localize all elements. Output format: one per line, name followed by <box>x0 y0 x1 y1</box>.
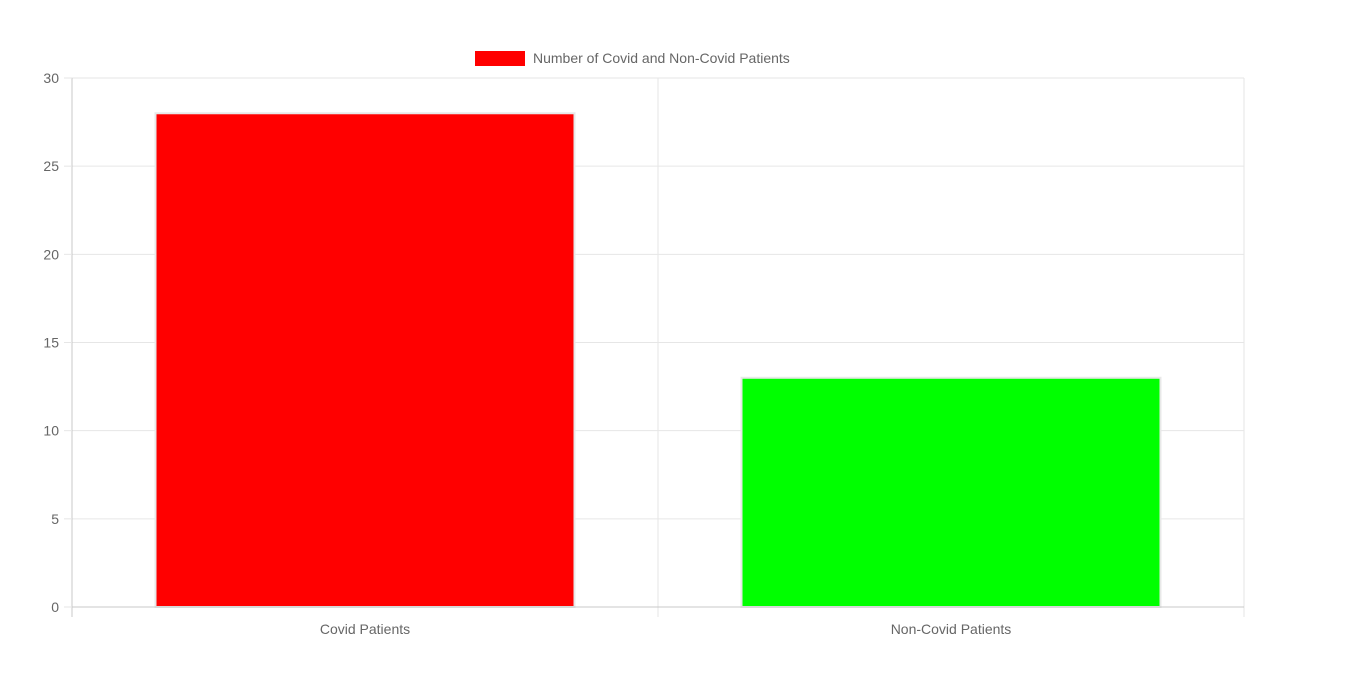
y-tick-label: 25 <box>43 158 59 174</box>
y-axis-ticks: 0 5 10 15 20 25 30 <box>43 70 72 615</box>
y-tick-label: 20 <box>43 246 59 262</box>
y-tick-label: 15 <box>43 335 59 351</box>
y-tick-label: 30 <box>43 70 59 86</box>
bar-non-covid-patients[interactable] <box>740 376 1162 608</box>
x-axis-ticks: Covid Patients Non-Covid Patients <box>320 621 1011 637</box>
axes <box>64 78 1244 617</box>
y-tick-label: 10 <box>43 423 59 439</box>
y-tick-label: 0 <box>51 599 59 615</box>
x-tick-label: Non-Covid Patients <box>891 621 1012 637</box>
x-tick-label: Covid Patients <box>320 621 410 637</box>
legend-label[interactable]: Number of Covid and Non-Covid Patients <box>533 50 790 66</box>
legend-swatch[interactable] <box>475 51 525 66</box>
bar-covid-patients[interactable] <box>154 112 576 609</box>
legend[interactable]: Number of Covid and Non-Covid Patients <box>475 50 790 66</box>
y-tick-label: 5 <box>51 511 59 527</box>
bars <box>154 112 1162 609</box>
